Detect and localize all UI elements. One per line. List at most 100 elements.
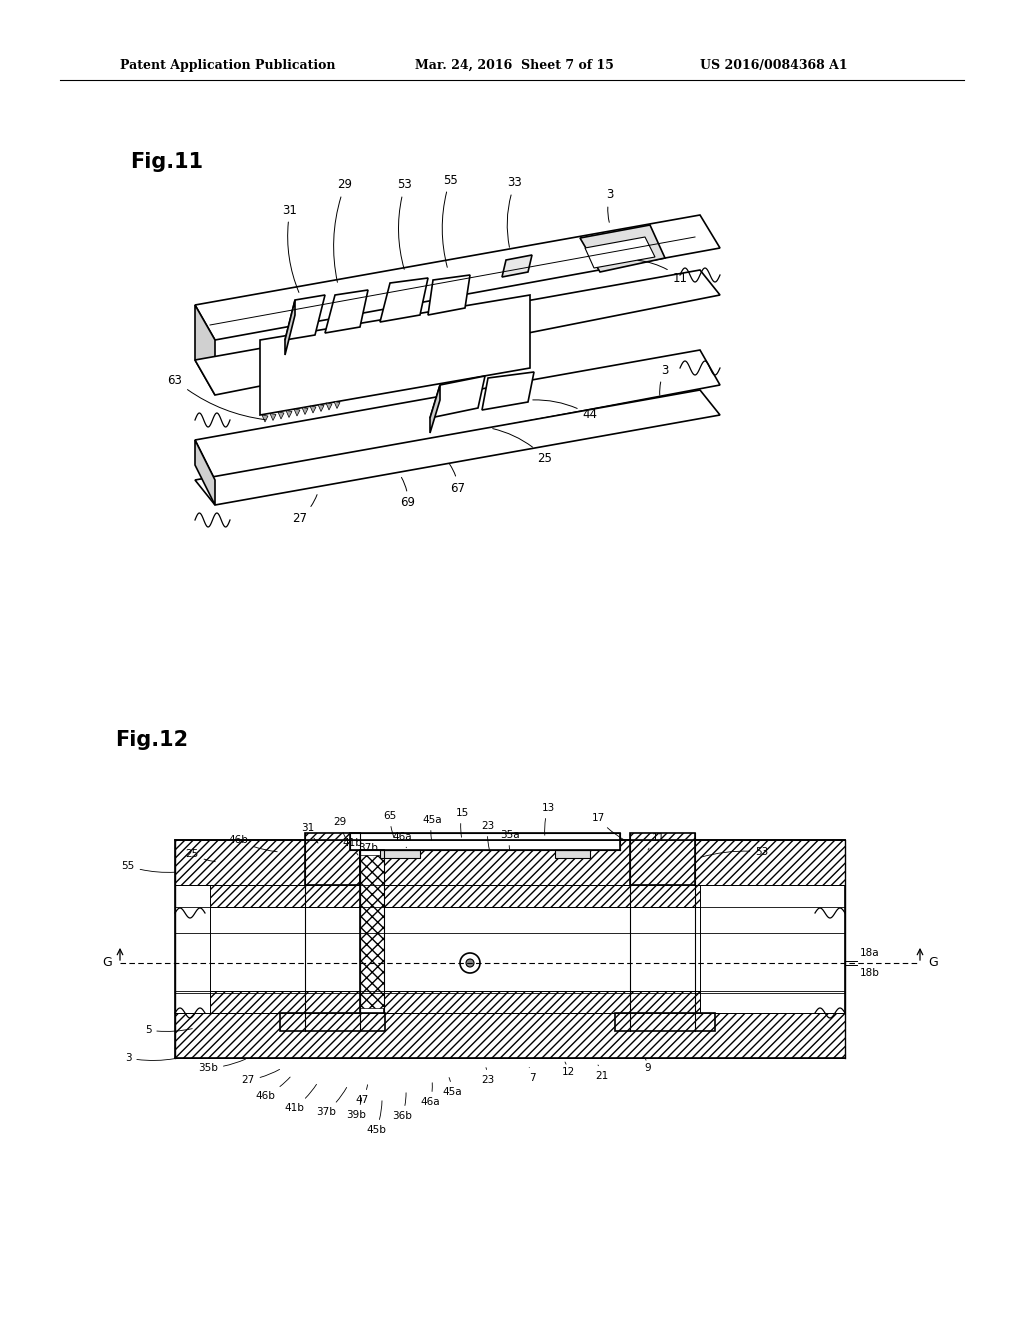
Text: 37b: 37b (358, 843, 378, 858)
Polygon shape (278, 412, 284, 418)
Polygon shape (195, 350, 720, 480)
Text: 11: 11 (648, 833, 665, 850)
Text: 55: 55 (442, 173, 458, 268)
Text: 3: 3 (125, 1053, 175, 1063)
Polygon shape (428, 275, 470, 315)
Polygon shape (310, 407, 316, 413)
Text: 45a: 45a (442, 1077, 462, 1097)
Polygon shape (285, 300, 295, 355)
Text: 15: 15 (456, 808, 469, 837)
Text: G: G (102, 957, 112, 969)
Circle shape (466, 960, 474, 968)
Text: 3: 3 (659, 363, 669, 395)
Text: 11: 11 (638, 260, 687, 285)
Text: 31: 31 (301, 822, 318, 843)
Text: 18a: 18a (860, 948, 880, 958)
Polygon shape (325, 290, 368, 333)
Text: 33: 33 (507, 177, 522, 247)
Text: Patent Application Publication: Patent Application Publication (120, 58, 336, 71)
Polygon shape (195, 305, 215, 395)
Polygon shape (482, 372, 534, 411)
Bar (555, 850, 590, 858)
Polygon shape (285, 294, 325, 341)
Bar (615, 1012, 715, 1031)
Text: 18b: 18b (860, 968, 880, 978)
Text: Mar. 24, 2016  Sheet 7 of 15: Mar. 24, 2016 Sheet 7 of 15 (415, 58, 613, 71)
Text: 23: 23 (481, 1068, 495, 1085)
Text: 13: 13 (542, 803, 555, 836)
Polygon shape (294, 409, 300, 416)
Text: G: G (928, 957, 938, 969)
Text: US 2016/0084368 A1: US 2016/0084368 A1 (700, 58, 848, 71)
Text: 12: 12 (561, 1063, 574, 1077)
Text: Fig.12: Fig.12 (115, 730, 188, 750)
Bar (350, 833, 620, 850)
Text: 55: 55 (122, 861, 175, 873)
Polygon shape (326, 403, 332, 411)
Text: 45a: 45a (422, 814, 441, 841)
Polygon shape (195, 271, 720, 395)
Text: 27: 27 (242, 1069, 280, 1085)
Text: 46b: 46b (255, 1077, 290, 1101)
Polygon shape (585, 238, 655, 268)
Text: Fig.11: Fig.11 (130, 152, 203, 172)
Bar (360, 855, 384, 1008)
Text: 46b: 46b (228, 836, 278, 851)
Text: 36b: 36b (392, 1093, 412, 1121)
Polygon shape (195, 215, 720, 341)
Text: 39b: 39b (346, 1098, 366, 1119)
Polygon shape (430, 385, 440, 433)
Text: 31: 31 (283, 203, 299, 293)
Text: 21: 21 (595, 1065, 608, 1081)
Text: 29: 29 (334, 178, 352, 282)
Polygon shape (302, 408, 308, 414)
Bar (280, 1012, 385, 1031)
Text: 25: 25 (493, 429, 552, 465)
Text: 41b: 41b (342, 838, 361, 855)
Bar (210, 884, 700, 907)
Polygon shape (380, 279, 428, 322)
Text: 9: 9 (645, 1059, 651, 1073)
Text: 35b: 35b (198, 1059, 246, 1073)
Circle shape (460, 953, 480, 973)
Polygon shape (334, 401, 340, 408)
Text: 47: 47 (355, 1085, 369, 1105)
Bar (210, 991, 700, 1012)
Polygon shape (195, 389, 720, 506)
Text: 46a: 46a (392, 832, 412, 847)
Bar (175, 1012, 845, 1059)
Text: 65: 65 (383, 810, 396, 837)
Text: 69: 69 (400, 478, 416, 510)
Text: 46a: 46a (420, 1082, 440, 1107)
Bar (305, 833, 360, 884)
Polygon shape (260, 294, 530, 414)
Text: 35a: 35a (500, 830, 520, 849)
Polygon shape (286, 411, 292, 417)
Polygon shape (430, 376, 485, 418)
Text: 7: 7 (528, 1068, 536, 1082)
Polygon shape (502, 255, 532, 277)
Text: 63: 63 (168, 374, 265, 420)
Polygon shape (580, 224, 665, 272)
Text: 23: 23 (481, 821, 495, 849)
Text: 5: 5 (144, 1026, 193, 1035)
Text: 29: 29 (334, 817, 347, 840)
Polygon shape (262, 414, 268, 422)
Text: 37b: 37b (316, 1088, 347, 1117)
Text: 25: 25 (185, 849, 215, 862)
Text: 17: 17 (592, 813, 626, 841)
Bar (175, 840, 845, 1059)
Text: 27: 27 (293, 495, 317, 524)
Text: 53: 53 (700, 847, 769, 857)
Bar (380, 850, 420, 858)
Polygon shape (318, 404, 324, 412)
Text: 67: 67 (450, 465, 466, 495)
Bar (360, 850, 384, 1012)
Bar (175, 840, 845, 884)
Bar (630, 833, 695, 884)
Polygon shape (195, 440, 215, 506)
Text: 44: 44 (532, 400, 597, 421)
Text: 3: 3 (606, 189, 613, 222)
Polygon shape (270, 413, 276, 421)
Text: 41b: 41b (284, 1084, 316, 1113)
